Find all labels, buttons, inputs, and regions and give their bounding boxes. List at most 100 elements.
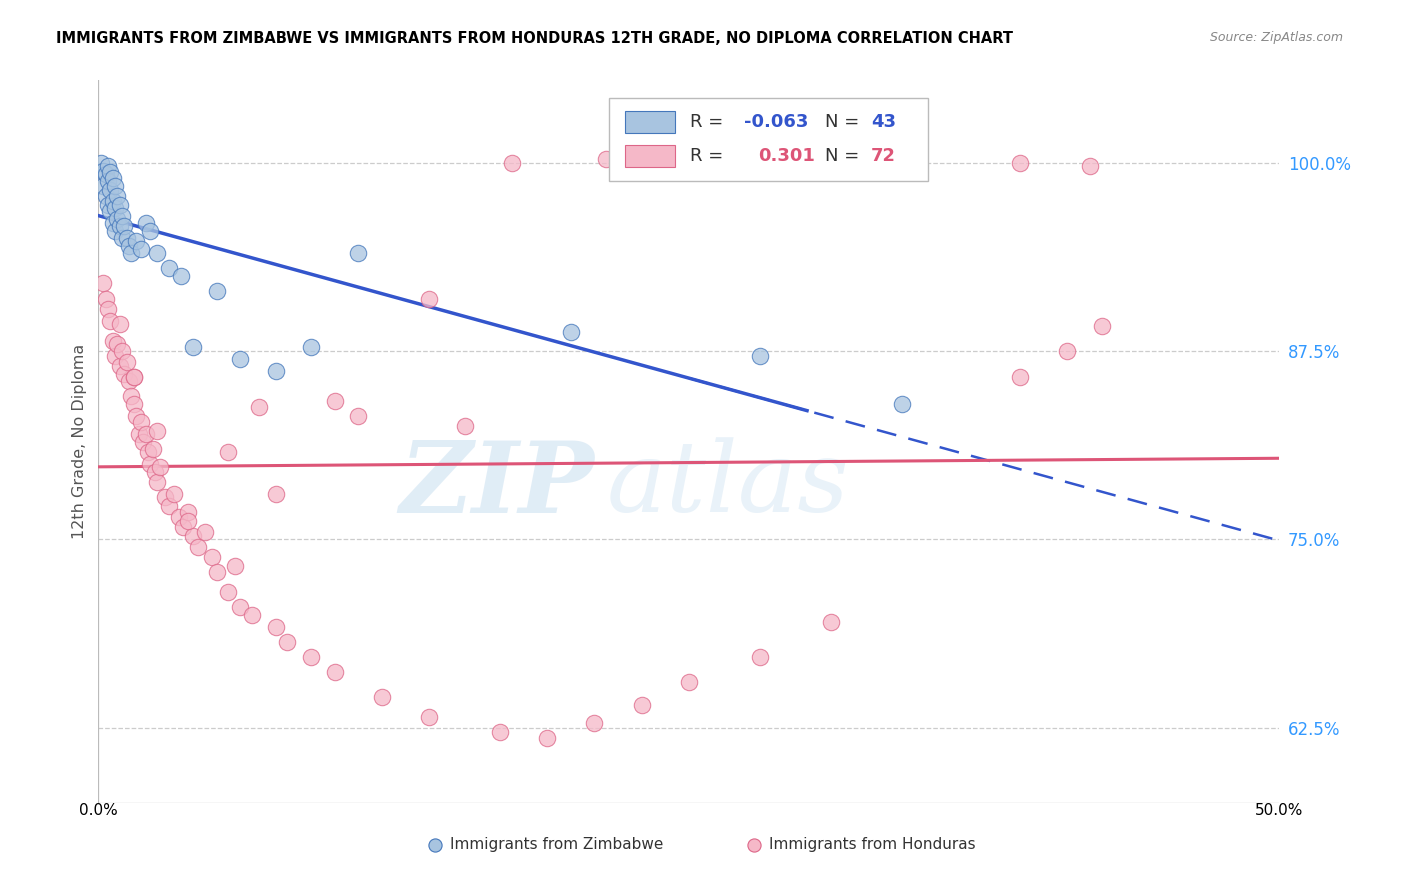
Point (1091, 318, 1114, 333)
Point (1008, 369, 1031, 384)
Point (347, 246, 370, 260)
Point (748, 349, 770, 363)
Text: R =: R = (690, 113, 730, 131)
Point (153, 490, 176, 504)
Point (90, 156, 112, 170)
Point (489, 725, 512, 739)
Point (139, 457, 162, 471)
Point (247, 400, 270, 414)
Point (501, 156, 523, 170)
Text: N =: N = (825, 113, 865, 131)
Point (94, 292, 117, 306)
Point (583, 716, 606, 731)
Point (194, 524, 217, 539)
Point (146, 424, 169, 438)
Point (157, 500, 180, 514)
Point (149, 460, 172, 475)
Point (98, 314, 121, 328)
Point (205, 566, 228, 580)
Text: N =: N = (825, 147, 865, 165)
Point (108, 317, 131, 331)
Point (91, 178, 114, 193)
Point (98, 183, 121, 197)
Point (323, 665, 346, 679)
Point (108, 198, 131, 212)
Point (181, 529, 204, 543)
Point (143, 465, 166, 479)
Point (135, 427, 157, 442)
Point (172, 520, 194, 534)
Point (118, 239, 141, 253)
Point (224, 559, 246, 574)
Text: -0.063: -0.063 (744, 113, 808, 131)
Point (536, 731, 558, 745)
Point (217, 445, 239, 459)
Point (104, 201, 127, 215)
Point (94, 167, 117, 181)
Point (111, 231, 134, 245)
Point (453, 419, 475, 434)
Point (105, 189, 128, 203)
Point (177, 514, 200, 528)
Point (97, 174, 120, 188)
FancyBboxPatch shape (626, 145, 675, 167)
Point (105, 336, 128, 351)
Point (418, 292, 440, 306)
Point (560, 325, 582, 339)
Point (108, 219, 131, 234)
Point (125, 235, 148, 249)
Point (101, 216, 124, 230)
Point (276, 634, 298, 648)
FancyBboxPatch shape (609, 98, 928, 181)
Point (115, 355, 138, 369)
Point (112, 219, 135, 234)
Point (94, 189, 117, 203)
Point (101, 194, 124, 208)
Point (97, 198, 120, 212)
Point (129, 242, 152, 256)
Point (104, 178, 127, 193)
Point (418, 710, 440, 724)
FancyBboxPatch shape (626, 112, 675, 133)
Point (146, 246, 169, 260)
Point (135, 216, 157, 230)
Point (142, 442, 165, 456)
Point (118, 375, 141, 389)
Point (240, 607, 263, 622)
Point (132, 434, 155, 449)
Text: 0.0%: 0.0% (79, 803, 118, 818)
Point (170, 268, 193, 283)
Point (136, 445, 159, 459)
Point (323, 393, 346, 408)
Text: 0.301: 0.301 (759, 147, 815, 165)
Point (101, 334, 124, 348)
Point (121, 389, 143, 403)
Point (91, 277, 114, 291)
Point (108, 359, 131, 374)
Point (111, 344, 134, 359)
Point (157, 261, 180, 276)
Text: atlas: atlas (606, 437, 849, 533)
Point (91, 163, 114, 178)
Point (748, 649, 770, 664)
Point (177, 505, 200, 519)
Text: Immigrants from Honduras: Immigrants from Honduras (769, 838, 976, 852)
Point (678, 675, 700, 690)
Point (217, 585, 239, 599)
Point (104, 224, 127, 238)
Point (122, 369, 145, 384)
Point (299, 649, 322, 664)
Point (97, 159, 120, 173)
Point (97, 302, 120, 317)
Point (347, 409, 370, 423)
Point (1080, 159, 1102, 173)
Text: 50.0%: 50.0% (1256, 803, 1303, 818)
Point (139, 224, 162, 238)
Point (163, 487, 186, 501)
Point (98, 204, 121, 219)
Point (299, 340, 322, 354)
Text: ZIP: ZIP (399, 437, 595, 533)
Point (98, 165, 121, 179)
Point (264, 364, 287, 378)
Point (101, 171, 124, 186)
